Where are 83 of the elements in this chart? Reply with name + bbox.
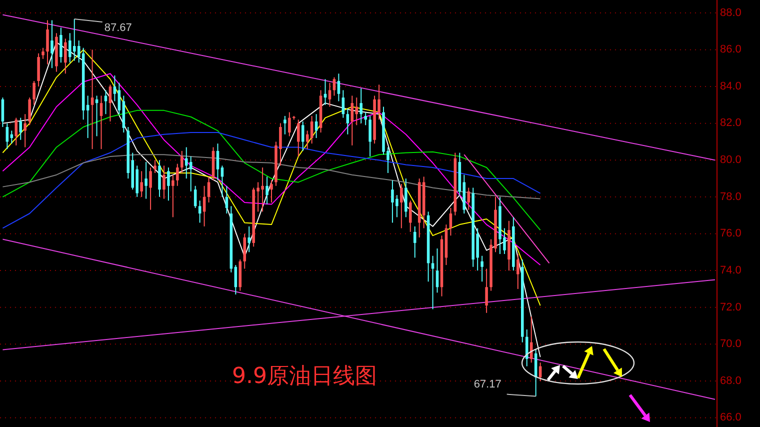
y-tick-label: 82.0 (720, 117, 742, 130)
candlestick (24, 114, 26, 148)
y-tick-label: 80.0 (720, 154, 742, 166)
candlestick (42, 47, 44, 60)
candlestick (158, 160, 161, 198)
candlestick (467, 187, 470, 210)
candlestick (19, 117, 22, 140)
candlestick (104, 90, 108, 115)
candlestick (288, 112, 291, 137)
candlestick (342, 90, 345, 118)
candlestick (140, 170, 143, 198)
candlestick (149, 166, 152, 210)
candlestick (100, 95, 103, 150)
y-tick-label: 84.0 (720, 80, 742, 92)
candlestick (328, 82, 332, 108)
candlestick (270, 180, 273, 203)
candlestick (337, 73, 340, 102)
candlestick (207, 176, 210, 203)
candlestick (248, 226, 250, 253)
y-tick-label: 66.0 (720, 412, 742, 424)
candlestick (37, 52, 40, 88)
candlestick (144, 161, 148, 200)
y-tick-label: 72.0 (720, 301, 742, 314)
annotation: 87.67 (104, 22, 132, 34)
line-series (2, 73, 541, 266)
candlestick (118, 82, 121, 115)
candlestick (50, 20, 54, 69)
line-series (2, 49, 541, 306)
candlestick (108, 84, 112, 122)
candlestick (368, 115, 372, 157)
candlestick (516, 253, 520, 290)
text: 9.9原油日线图 (232, 364, 377, 389)
candlestick (32, 80, 36, 106)
candlestick (284, 115, 286, 135)
candlestick (72, 18, 76, 62)
y-tick-label: 86.0 (720, 44, 742, 56)
candlestick (350, 95, 354, 146)
candlestick (216, 143, 220, 181)
candlestick (400, 184, 403, 229)
y-tick-label: 88.0 (720, 6, 742, 19)
candlestick (60, 27, 62, 64)
candlestick (198, 200, 202, 224)
candlestick (46, 20, 49, 65)
candlestick (176, 163, 179, 186)
candlestick (360, 88, 362, 124)
candlestick (154, 160, 156, 174)
candlestick (167, 166, 170, 202)
candlestick (355, 97, 358, 126)
y-tick-label: 70.0 (720, 338, 742, 350)
candlestick (86, 95, 90, 139)
candlestick (266, 176, 268, 205)
candlestick (485, 268, 488, 314)
candlestick (180, 150, 184, 174)
candlestick (346, 108, 350, 135)
candlestick (184, 146, 188, 180)
candlestick (14, 117, 18, 146)
candlestick (189, 156, 192, 192)
y-tick-label: 76.0 (720, 228, 742, 240)
candlestick (480, 255, 484, 282)
candlestick (310, 115, 314, 144)
candlestick (364, 112, 367, 126)
candlestick (162, 165, 166, 200)
candlestick (301, 120, 304, 152)
candlestick (243, 233, 246, 270)
annotation: 67.17 (474, 378, 502, 390)
candlestick (113, 74, 116, 102)
candlestick (194, 185, 197, 208)
candlestick (1, 97, 4, 128)
candlestick (431, 255, 434, 310)
line-series (2, 42, 541, 358)
candlestick (408, 200, 412, 232)
candlestick (296, 119, 300, 157)
y-tick-label: 74.0 (720, 264, 742, 276)
candlestick (172, 174, 174, 218)
line-series (2, 132, 541, 229)
candlestick (90, 49, 94, 150)
y-tick-label: 68.0 (720, 374, 742, 387)
y-tick-label: 78.0 (720, 190, 742, 203)
candlestick (64, 38, 67, 74)
candlestick (404, 178, 408, 218)
line-series (2, 110, 541, 231)
candlestick (436, 248, 439, 294)
candlestick (28, 97, 31, 126)
